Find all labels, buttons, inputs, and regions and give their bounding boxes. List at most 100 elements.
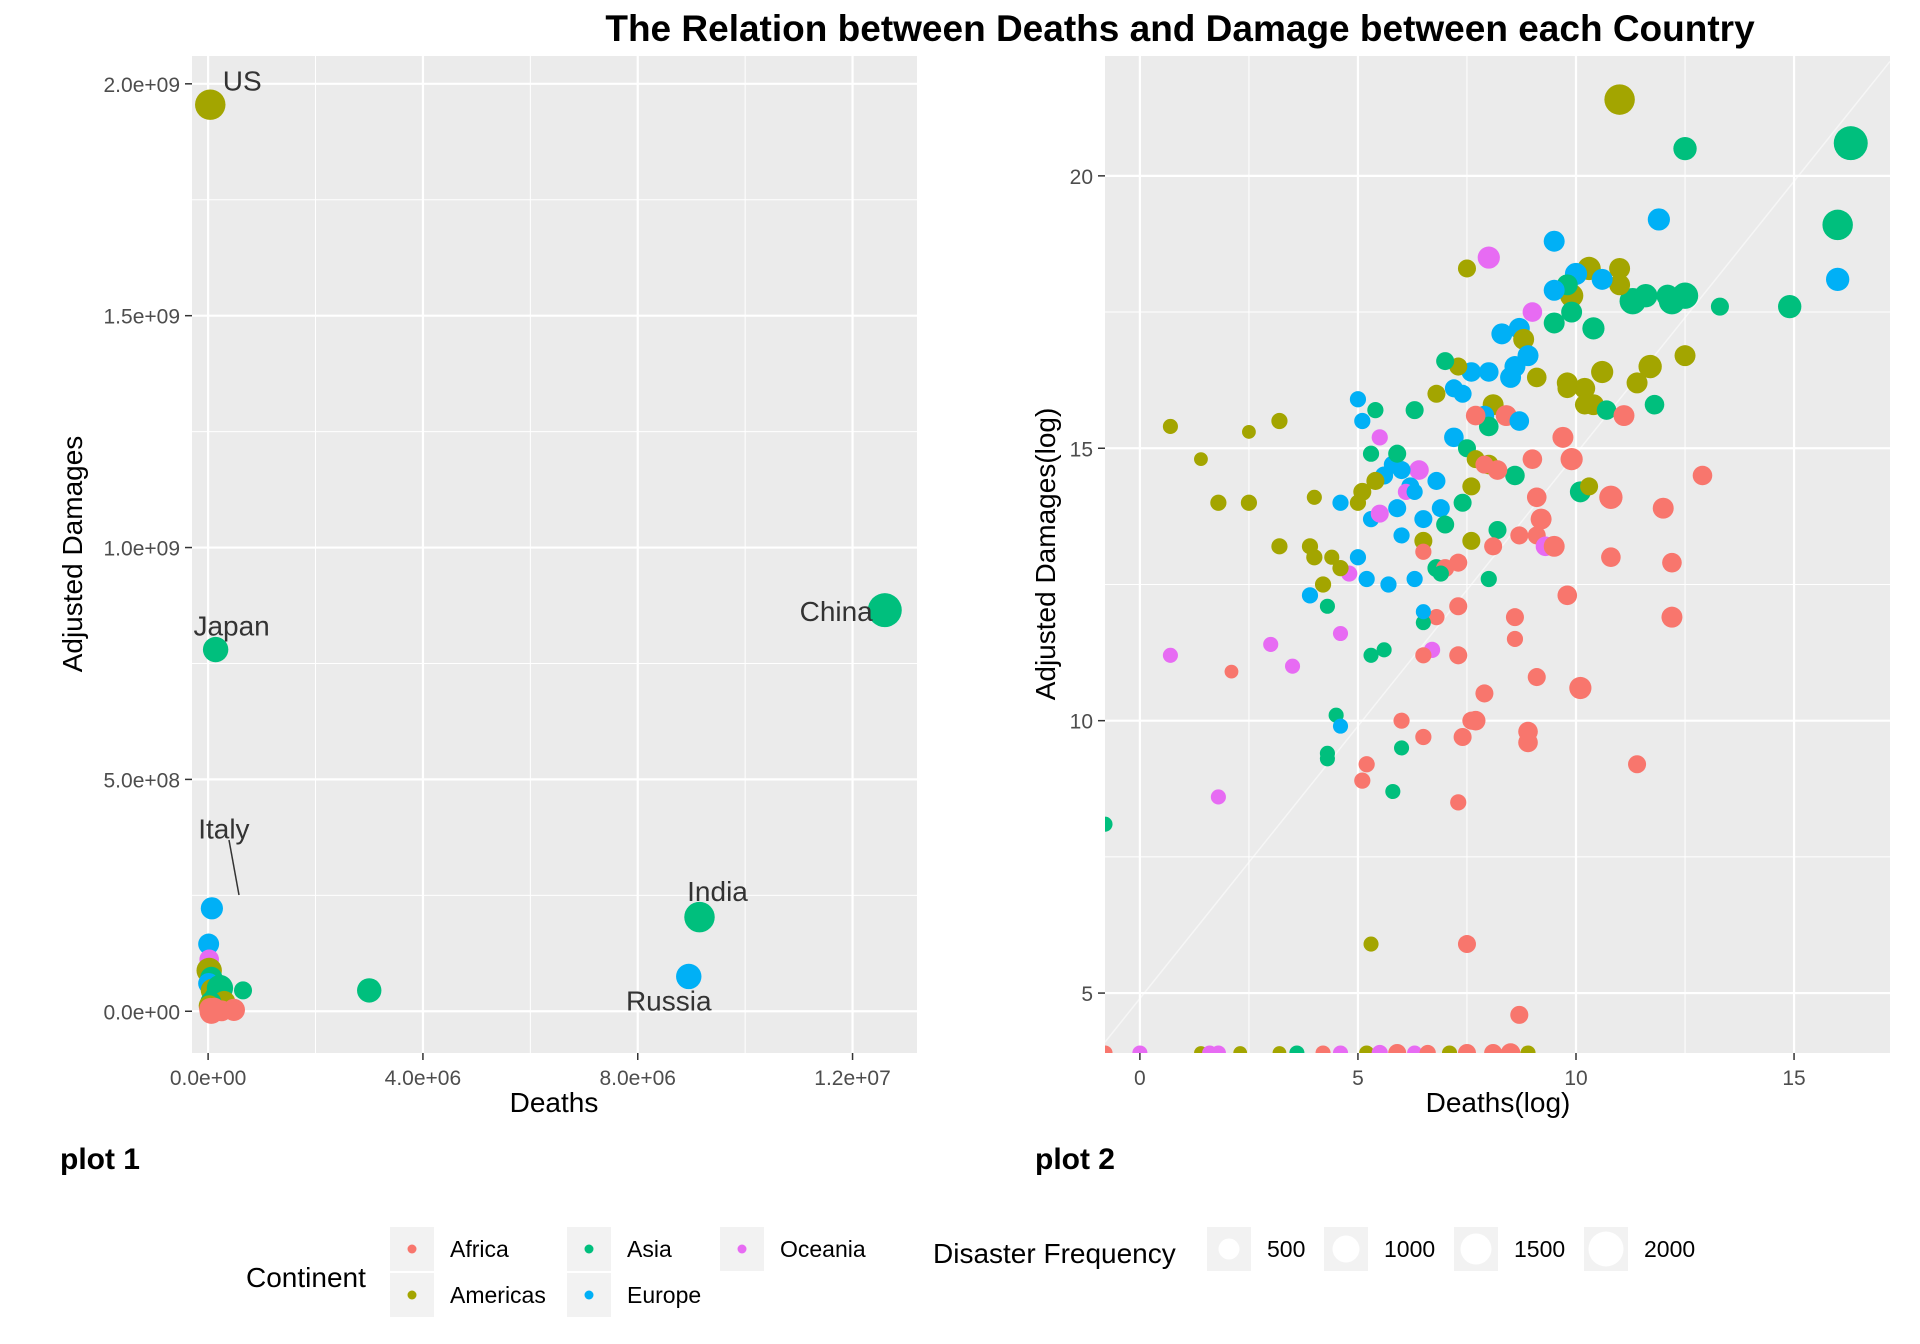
y-tick-label: 0.0e+00 bbox=[104, 1001, 181, 1024]
continent-legend-title: Continent bbox=[246, 1262, 366, 1293]
data-point-africa bbox=[1613, 405, 1635, 427]
data-point-africa bbox=[1569, 676, 1592, 700]
data-point-europe bbox=[1491, 323, 1513, 345]
data-point-americas bbox=[1604, 84, 1635, 115]
legend-key-americas bbox=[407, 1290, 417, 1300]
data-point-asia bbox=[1105, 816, 1113, 832]
y-tick-label: 20 bbox=[1070, 166, 1093, 189]
data-point-africa bbox=[1224, 664, 1239, 679]
continent-legend-keys: Africa Americas Asia Europe Oceania bbox=[390, 1227, 866, 1317]
plot-2-gridlines bbox=[1105, 56, 1890, 1053]
plot-2-x-axis-title: Deaths(log) bbox=[1426, 1087, 1571, 1118]
data-point-europe bbox=[1431, 499, 1450, 518]
data-point-africa bbox=[1450, 794, 1467, 811]
legend-key-oceania bbox=[737, 1244, 747, 1254]
data-point-asia bbox=[1388, 444, 1407, 463]
data-point-americas bbox=[1638, 354, 1662, 379]
data-point-asia bbox=[1394, 740, 1410, 756]
size-key-circle bbox=[1588, 1231, 1624, 1267]
data-point-europe bbox=[1444, 379, 1463, 398]
data-point-americas bbox=[1242, 425, 1256, 439]
plot-1-gridlines bbox=[192, 56, 917, 1053]
plot-1-points bbox=[195, 89, 902, 1024]
legend-label-africa: Africa bbox=[450, 1236, 509, 1262]
y-tick-label: 10 bbox=[1070, 711, 1093, 734]
data-point-americas bbox=[1526, 367, 1547, 388]
data-point-americas bbox=[1359, 1045, 1375, 1053]
data-point-europe bbox=[1444, 427, 1464, 448]
size-key-label: 500 bbox=[1267, 1236, 1305, 1262]
data-point-africa bbox=[1428, 609, 1445, 626]
data-point-americas bbox=[1210, 494, 1227, 511]
data-point-africa bbox=[1457, 935, 1476, 954]
data-point-africa bbox=[1449, 553, 1468, 572]
frequency-legend-keys: 500 1000 1500 2000 bbox=[1207, 1227, 1695, 1271]
data-point-americas bbox=[1366, 471, 1385, 490]
data-point-europe bbox=[1500, 366, 1522, 388]
data-point-europe bbox=[1393, 527, 1410, 544]
data-point-asia bbox=[1362, 445, 1380, 462]
plot-1: US Japan China Italy India Russia 0.0e+00 4.0e… bbox=[57, 56, 917, 1176]
data-point-americas bbox=[1240, 494, 1258, 511]
frequency-legend-title: Disaster Frequency bbox=[933, 1238, 1176, 1269]
data-point-americas bbox=[1580, 477, 1599, 496]
size-key-circle bbox=[1460, 1233, 1492, 1265]
size-key-label: 1000 bbox=[1384, 1236, 1435, 1262]
data-point-europe bbox=[1478, 362, 1499, 382]
plot-2-tag: plot 2 bbox=[1035, 1143, 1115, 1176]
data-point-africa bbox=[1662, 552, 1682, 573]
data-point-europe bbox=[1388, 499, 1407, 518]
data-point-europe bbox=[1543, 279, 1565, 301]
data-point-europe bbox=[1415, 604, 1431, 620]
data-point-asia bbox=[1634, 284, 1658, 308]
plot-2-axes: 0 5 10 15 5 10 15 20 bbox=[1070, 166, 1806, 1090]
x-tick-label: 1.2e+07 bbox=[814, 1067, 891, 1090]
data-point-americas bbox=[1557, 378, 1578, 399]
data-point-africa bbox=[1315, 1045, 1331, 1053]
data-point-europe bbox=[1354, 412, 1371, 430]
data-point-americas bbox=[1513, 328, 1535, 350]
data-point-asia bbox=[1480, 570, 1497, 588]
data-point-oceania bbox=[1409, 460, 1429, 480]
data-point-europe bbox=[1414, 510, 1433, 529]
data-point-asia bbox=[1385, 783, 1401, 800]
data-point-africa bbox=[1652, 497, 1674, 519]
data-point-africa bbox=[1628, 755, 1647, 774]
point-label-china: China bbox=[800, 596, 874, 627]
plot-1-tag: plot 1 bbox=[60, 1143, 140, 1176]
data-point-americas bbox=[1626, 372, 1648, 394]
data-point-africa bbox=[1105, 1045, 1113, 1053]
y-tick-label: 2.0e+09 bbox=[104, 74, 181, 97]
size-key-circle bbox=[1218, 1238, 1240, 1260]
data-point-africa bbox=[1518, 732, 1538, 753]
data-point-oceania bbox=[1332, 625, 1349, 642]
data-point-oceania bbox=[1162, 647, 1178, 663]
data-point-africa bbox=[1415, 728, 1432, 746]
data-point-oceania bbox=[1263, 636, 1279, 652]
y-tick-label: 1.5e+09 bbox=[104, 306, 181, 329]
data-point-europe bbox=[1332, 718, 1349, 734]
data-point-asia bbox=[1453, 493, 1472, 512]
data-point-africa bbox=[1475, 455, 1494, 474]
plot-1-point-labels: US Japan China Italy India Russia bbox=[193, 66, 873, 1017]
data-point-americas bbox=[1574, 377, 1596, 399]
data-point-asia bbox=[1405, 401, 1424, 420]
data-point-oceania bbox=[1132, 1045, 1148, 1053]
data-point-asia bbox=[202, 636, 229, 663]
plot-2-y-axis-title: Adjusted Damages(log) bbox=[1030, 408, 1061, 701]
data-point-europe bbox=[1543, 230, 1565, 252]
data-point-americas bbox=[1162, 418, 1178, 435]
data-point-africa bbox=[1484, 1043, 1503, 1053]
data-point-asia bbox=[1415, 615, 1431, 631]
data-point-asia bbox=[1363, 647, 1379, 663]
data-point-europe bbox=[1332, 494, 1349, 511]
data-point-asia bbox=[1505, 465, 1525, 486]
data-point-africa bbox=[1506, 630, 1524, 648]
x-tick-label: 5 bbox=[1352, 1067, 1364, 1090]
y-tick-label: 5 bbox=[1081, 983, 1093, 1006]
data-point-africa bbox=[1560, 448, 1583, 471]
data-point-africa bbox=[1393, 712, 1410, 729]
data-point-asia bbox=[867, 593, 902, 628]
data-point-africa bbox=[1601, 547, 1621, 568]
